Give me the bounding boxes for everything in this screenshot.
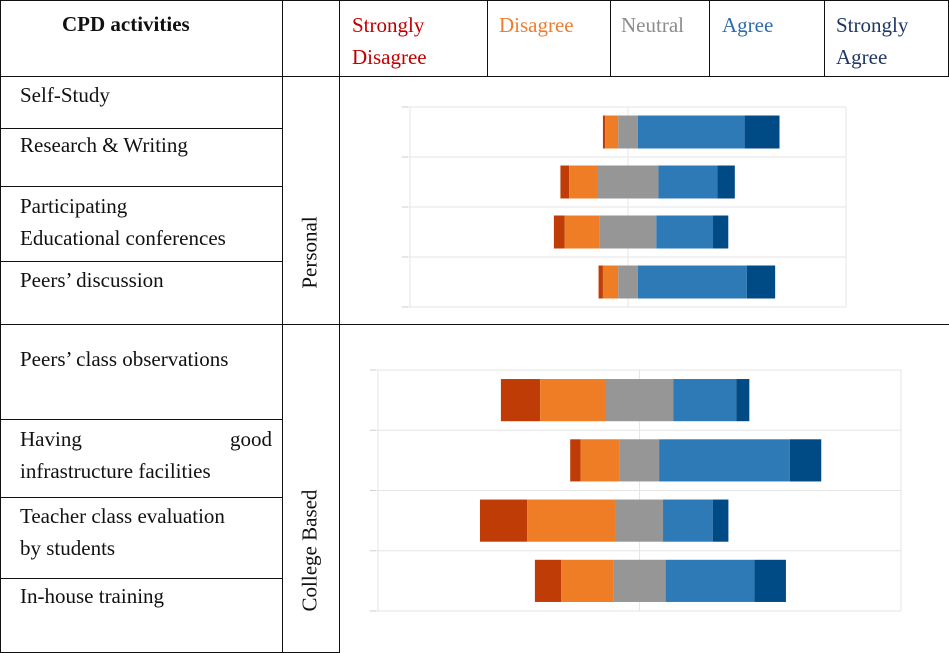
- disagree-bar: [561, 559, 614, 602]
- plot-area: [402, 106, 847, 308]
- group-label-personal: Personal: [297, 216, 322, 289]
- header-disagree: Disagree: [499, 13, 574, 37]
- table-rule-top: [0, 0, 949, 1]
- strongly-agree-bar: [712, 499, 729, 542]
- row-rule: [0, 128, 282, 129]
- strongly-disagree-bar: [602, 115, 606, 149]
- disagree-bar: [527, 499, 616, 542]
- agree-bar: [637, 265, 747, 299]
- header-agree: Agree: [722, 13, 774, 37]
- strongly-agree-bar: [789, 439, 822, 482]
- row-rule: [0, 497, 282, 498]
- agree-bar: [665, 559, 755, 602]
- plot-area: [370, 369, 902, 612]
- table-rule-h1: [487, 0, 488, 76]
- strongly-agree-bar: [717, 165, 735, 199]
- row-rule: [0, 578, 282, 579]
- neutral-bar: [597, 165, 659, 199]
- group-label-college-based: College Based: [297, 489, 322, 612]
- neutral-bar: [615, 499, 664, 542]
- disagree-bar: [569, 165, 598, 199]
- strongly-agree-bar: [746, 265, 776, 299]
- strongly-disagree-bar: [570, 439, 581, 482]
- header-strongly-agree: Strongly Agree: [836, 13, 909, 69]
- disagree-bar: [540, 379, 606, 422]
- activity-self-study: Self-Study: [20, 83, 110, 107]
- activity-in-house-training: In-house training: [17, 580, 272, 612]
- table-rule-header: [0, 76, 949, 77]
- table-rule-h4: [824, 0, 825, 76]
- neutral-bar: [619, 439, 660, 482]
- disagree-bar: [564, 215, 600, 249]
- agree-bar: [663, 499, 713, 542]
- strongly-disagree-bar: [553, 215, 565, 249]
- agree-bar: [637, 115, 745, 149]
- disagree-bar: [602, 265, 619, 299]
- strongly-disagree-bar: [560, 165, 570, 199]
- neutral-bar: [599, 215, 657, 249]
- disagree-bar: [580, 439, 620, 482]
- agree-bar: [656, 215, 714, 249]
- neutral-bar: [618, 265, 638, 299]
- table-rule-h2: [610, 0, 611, 76]
- neutral-bar: [605, 379, 674, 422]
- table-rule-col1: [282, 0, 283, 653]
- table-rule-col2: [339, 0, 340, 653]
- strongly-agree-bar: [713, 215, 729, 249]
- row-rule: [0, 186, 282, 187]
- row-rule: [0, 419, 282, 420]
- activity-research-writing: Research & Writing: [20, 133, 188, 157]
- table-rule-left: [0, 0, 1, 653]
- table-rule-groups: [0, 324, 949, 325]
- activity-peers-class-observations: Peers’ class observations: [20, 347, 229, 371]
- agree-bar: [673, 379, 737, 422]
- table-rule-h3: [709, 0, 710, 76]
- likert-chart-college: [370, 369, 902, 612]
- header-title: CPD activities: [62, 12, 190, 36]
- header-neutral: Neutral: [621, 13, 684, 37]
- activity-educational-conferences: Participating Educational conferences: [20, 194, 226, 250]
- activity-infrastructure-facilities: Having good infrastructure facilities: [17, 423, 272, 487]
- row-rule: [0, 261, 282, 262]
- agree-bar: [659, 439, 790, 482]
- neutral-bar: [618, 115, 638, 149]
- activity-teacher-class-evaluation: Teacher class evaluation by students: [17, 500, 272, 564]
- strongly-agree-bar: [736, 379, 750, 422]
- strongly-agree-bar: [754, 559, 786, 602]
- strongly-disagree-bar: [479, 499, 528, 542]
- likert-chart-personal: [402, 106, 847, 308]
- strongly-disagree-bar: [534, 559, 562, 602]
- disagree-bar: [605, 115, 619, 149]
- strongly-disagree-bar: [598, 265, 603, 299]
- strongly-agree-bar: [744, 115, 780, 149]
- agree-bar: [658, 165, 718, 199]
- neutral-bar: [613, 559, 666, 602]
- header-strongly-disagree: Strongly Disagree: [352, 13, 427, 69]
- strongly-disagree-bar: [500, 379, 541, 422]
- activity-peers-discussion: Peers’ discussion: [17, 264, 272, 296]
